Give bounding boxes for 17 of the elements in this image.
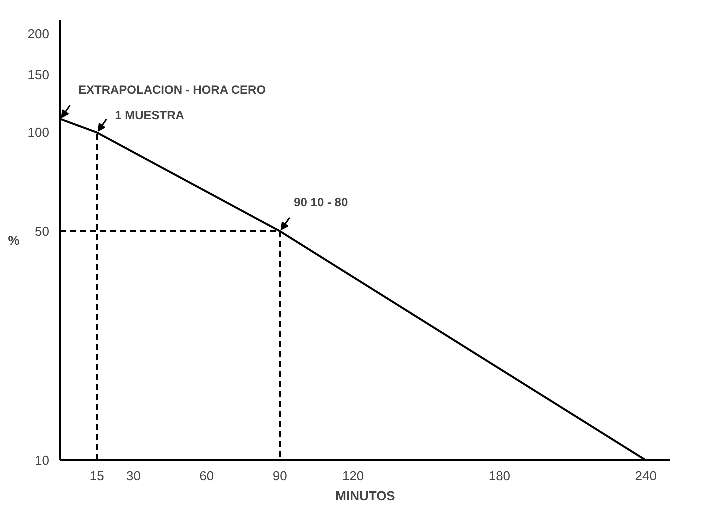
y-tick-label: 10: [35, 453, 50, 468]
x-tick-label: 60: [200, 468, 214, 484]
annotation: 1 MUESTRA: [115, 108, 185, 123]
x-tick-label: 90: [272, 468, 288, 484]
y-axis-title: %: [8, 233, 20, 248]
y-tick-label: 100: [28, 125, 50, 140]
y-tick-label: 200: [28, 26, 50, 42]
x-tick-label: 15: [90, 468, 104, 484]
y-tick-label: 150: [28, 68, 50, 83]
annotation: 90 10 - 80: [294, 195, 348, 210]
annotation: EXTRAPOLACION - HORA CERO: [78, 83, 266, 98]
x-tick-label: 120: [342, 468, 364, 484]
x-tick-label: 240: [635, 468, 657, 484]
x-tick-label: 30: [126, 468, 141, 484]
x-tick-label: 180: [488, 468, 511, 484]
x-axis-title: MINUTOS: [336, 488, 396, 504]
y-tick-label: 50: [35, 224, 50, 239]
